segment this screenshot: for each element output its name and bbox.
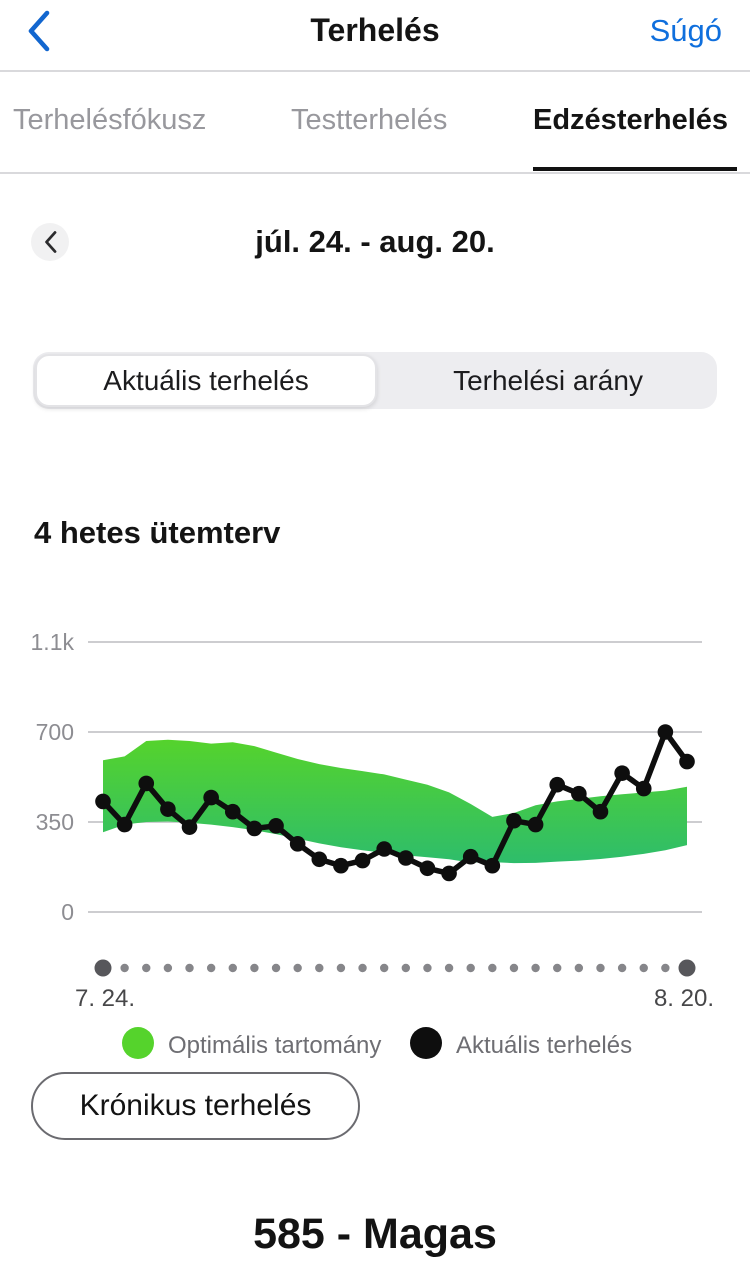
date-range-label: júl. 24. - aug. 20.	[255, 224, 495, 259]
actual-load-point	[549, 776, 566, 793]
scrubber-dot	[120, 963, 129, 973]
help-button[interactable]: Súgó	[649, 13, 722, 48]
actual-load-point	[398, 850, 414, 866]
legend-optimal-label: Optimális tartomány	[168, 1032, 382, 1059]
navigation-bar: Terhelés Súgó	[0, 0, 750, 70]
y-axis-tick-label: 1.1k	[31, 629, 75, 655]
training-load-chart[interactable]: 0 350 700 1.1k 7. 24. 8. 20.	[0, 600, 750, 1012]
actual-load-point	[592, 803, 609, 820]
actual-load-point	[484, 857, 501, 874]
x-axis-end-label: 8. 20.	[654, 985, 714, 1012]
actual-load-point	[679, 753, 695, 770]
actual-load-point	[95, 793, 111, 810]
actual-load-point	[354, 852, 371, 869]
scrubber-dot	[488, 963, 497, 973]
actual-load-point	[203, 789, 219, 806]
scrubber-dot	[639, 963, 648, 973]
scrubber-dot	[596, 963, 605, 973]
actual-load-point	[614, 765, 630, 781]
scrubber-dot	[509, 963, 519, 973]
active-tab-indicator	[533, 167, 737, 171]
scrubber-dot	[228, 963, 237, 973]
actual-load-swatch	[410, 1027, 442, 1059]
actual-load-point	[419, 860, 436, 877]
scrubber-dot	[553, 963, 562, 973]
scrubber-dot	[271, 963, 281, 973]
actual-load-point	[181, 819, 198, 835]
divider	[0, 172, 750, 174]
actual-load-point	[333, 857, 349, 874]
actual-load-point	[462, 848, 479, 865]
previous-period-button[interactable]	[31, 223, 69, 261]
optimal-range-swatch	[122, 1027, 154, 1059]
scrubber-dot	[444, 963, 454, 973]
actual-load-point	[657, 724, 674, 740]
actual-load-point	[138, 775, 155, 792]
actual-load-point	[571, 785, 587, 802]
scrubber-dot	[206, 963, 216, 973]
scrubber-handle[interactable]	[678, 959, 696, 977]
actual-load-point	[376, 841, 392, 857]
segment-terhelesi-arany[interactable]: Terhelési arány	[453, 364, 643, 396]
page-title: Terhelés	[310, 12, 440, 48]
scrubber-dot	[185, 963, 194, 973]
y-axis-tick-label: 700	[36, 719, 74, 745]
scrubber-dot	[531, 963, 540, 973]
actual-load-point	[224, 803, 241, 820]
actual-load-point	[160, 801, 176, 817]
back-button[interactable]	[18, 8, 58, 56]
scrubber-dot	[336, 963, 346, 973]
tab-edzesterheles[interactable]: Edzésterhelés	[533, 104, 729, 136]
scrubber-dot	[293, 963, 302, 973]
scrubber-dot	[661, 963, 670, 973]
segment-aktualis-terheles[interactable]: Aktuális terhelés	[35, 354, 377, 407]
actual-load-line	[100, 729, 690, 877]
actual-load-point	[289, 836, 306, 852]
scrubber-dot	[401, 963, 411, 973]
chevron-left-icon	[28, 10, 50, 51]
actual-load-point	[635, 780, 652, 797]
chevron-left-icon	[44, 231, 56, 253]
scrubber-handle[interactable]	[94, 959, 112, 977]
scrubber-dot	[574, 963, 584, 973]
y-axis-tick-label: 350	[36, 809, 74, 835]
section-title: 4 hetes ütemterv	[34, 514, 281, 550]
actual-load-point	[246, 820, 263, 837]
scrubber-dot	[142, 963, 151, 973]
tab-testterheles[interactable]: Testterhelés	[291, 104, 448, 136]
load-summary-value: 585 - Magas	[253, 1210, 497, 1258]
scrubber-dot	[466, 963, 475, 973]
tab-terhelesfokusz[interactable]: Terhelésfókusz	[13, 104, 207, 136]
scrubber-dot	[358, 963, 367, 973]
actual-load-point	[506, 812, 522, 829]
scrubber-dot	[423, 963, 432, 973]
divider	[0, 70, 750, 72]
actual-load-point	[311, 851, 328, 868]
optimal-range-band	[103, 739, 687, 864]
scrubber-dot	[250, 963, 259, 973]
legend-actual-label: Aktuális terhelés	[456, 1032, 633, 1059]
actual-load-point	[527, 816, 544, 833]
x-axis-start-label: 7. 24.	[75, 985, 135, 1012]
scrubber-dot	[163, 963, 173, 973]
scrubber-dot	[617, 963, 627, 973]
actual-load-point	[268, 818, 284, 834]
actual-load-point	[441, 865, 457, 882]
actual-load-point	[116, 816, 133, 833]
segmented-control: Aktuális terhelés Terhelési arány	[33, 352, 717, 409]
scrubber-dot	[315, 963, 324, 973]
scrubber-dot	[379, 963, 389, 973]
chronic-load-button[interactable]: Krónikus terhelés	[31, 1072, 360, 1140]
y-axis-tick-label: 0	[61, 899, 74, 925]
